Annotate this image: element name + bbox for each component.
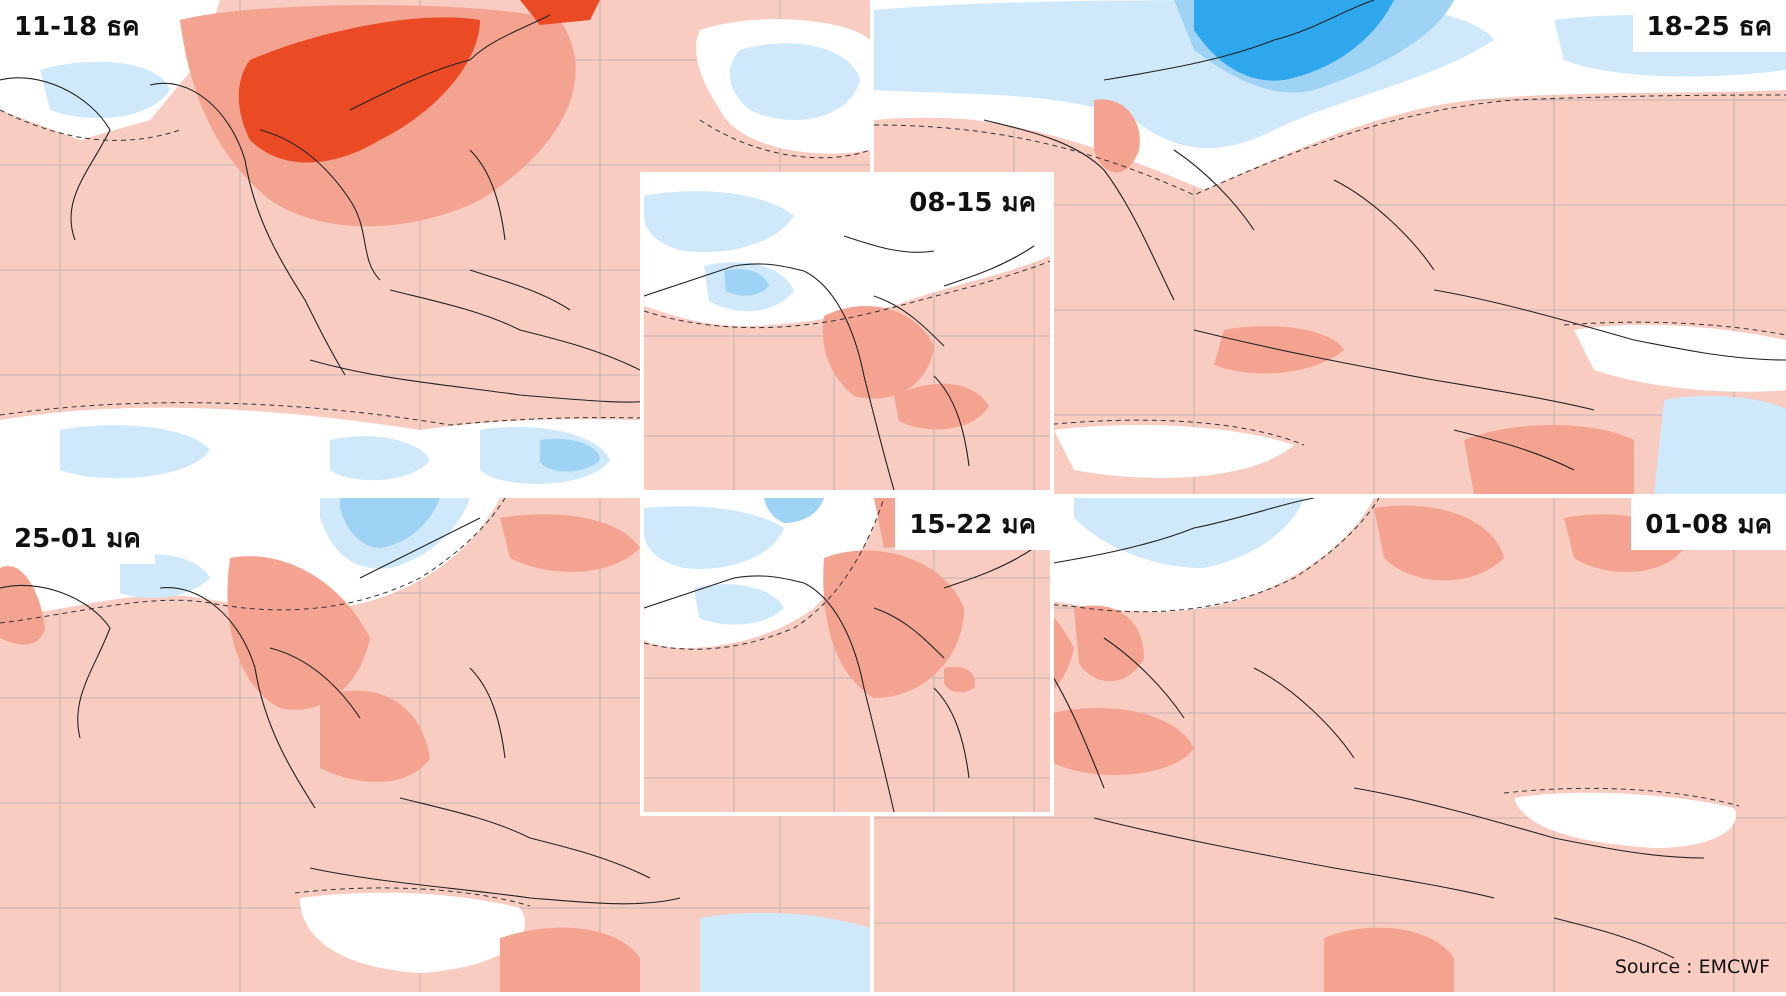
neutral-area bbox=[1514, 792, 1736, 848]
map-panel-08-15-jan: 08-15 มค bbox=[640, 172, 1054, 494]
dashed-contours bbox=[644, 260, 1050, 329]
warm-anomaly bbox=[1464, 425, 1634, 494]
cool-anomaly bbox=[694, 584, 784, 625]
cool-anomaly bbox=[1654, 395, 1786, 494]
anomaly-map bbox=[644, 498, 1050, 812]
dashed-contours bbox=[644, 498, 885, 650]
warm-anomaly-strong bbox=[238, 17, 480, 163]
neutral-area bbox=[300, 892, 526, 973]
cool-anomaly bbox=[60, 425, 210, 479]
cool-anomaly bbox=[700, 912, 870, 992]
warm-anomaly-strong bbox=[520, 0, 600, 25]
coastlines bbox=[0, 517, 821, 905]
warm-anomaly bbox=[500, 514, 640, 572]
period-label: 08-15 มค bbox=[895, 176, 1050, 228]
warm-anomaly bbox=[894, 383, 989, 430]
coastlines bbox=[0, 14, 661, 403]
period-label: 11-18 ธค bbox=[0, 0, 154, 52]
neutral-area bbox=[1574, 324, 1786, 392]
coastlines bbox=[983, 0, 1786, 471]
warm-anomaly bbox=[1374, 505, 1504, 581]
source-credit: Source : EMCWF bbox=[1614, 956, 1770, 978]
period-label: 01-08 มค bbox=[1631, 498, 1786, 550]
cool-anomaly bbox=[340, 498, 440, 548]
period-label: 15-22 มค bbox=[895, 498, 1050, 550]
cool-anomaly bbox=[330, 436, 430, 481]
map-panel-15-22-jan: 15-22 มค bbox=[640, 494, 1054, 816]
cool-anomaly bbox=[644, 191, 794, 253]
cool-anomaly-strong bbox=[1194, 0, 1394, 81]
dashed-contours bbox=[874, 94, 1786, 446]
warm-anomaly bbox=[1324, 927, 1454, 992]
warm-anomaly bbox=[227, 556, 370, 710]
cool-anomaly bbox=[764, 498, 824, 523]
cool-anomaly bbox=[540, 438, 600, 472]
warm-anomaly bbox=[823, 550, 964, 698]
warm-anomaly bbox=[1034, 708, 1194, 775]
period-label: 25-01 มค bbox=[0, 512, 155, 564]
warm-anomaly bbox=[1094, 99, 1140, 173]
cool-anomaly bbox=[120, 554, 210, 598]
cool-anomaly bbox=[40, 61, 170, 119]
warm-anomaly bbox=[320, 690, 430, 782]
cool-anomaly bbox=[644, 506, 784, 569]
period-label: 18-25 ธค bbox=[1632, 0, 1786, 52]
neutral-area bbox=[1054, 425, 1294, 478]
warm-anomaly bbox=[500, 927, 640, 992]
warm-anomaly bbox=[1074, 605, 1144, 682]
warm-anomaly bbox=[944, 666, 975, 693]
cool-anomaly bbox=[729, 43, 860, 120]
anomaly-map bbox=[874, 0, 1786, 494]
coastlines bbox=[644, 547, 1035, 812]
anomaly-map bbox=[0, 498, 870, 992]
coastlines bbox=[644, 235, 1035, 490]
warm-anomaly bbox=[822, 306, 934, 399]
cool-anomaly bbox=[724, 269, 769, 296]
